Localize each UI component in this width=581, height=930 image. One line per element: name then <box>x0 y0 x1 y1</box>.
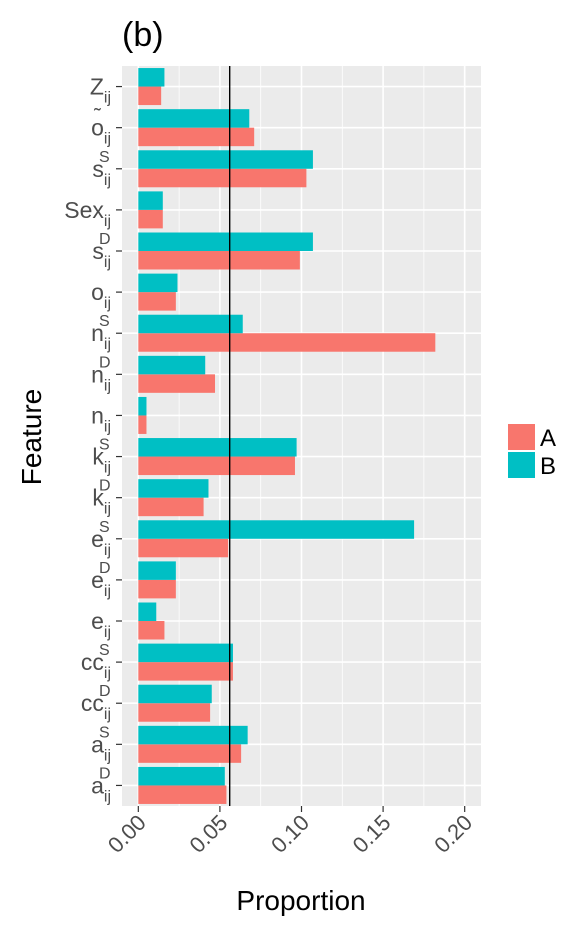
bar-b-17 <box>138 766 225 786</box>
bar-a-6 <box>138 333 436 352</box>
svg-text:nijD: nijD <box>91 354 111 394</box>
svg-text:aijD: aijD <box>91 765 111 805</box>
svg-text:Sexij: Sexij <box>64 197 111 230</box>
y-tick-label: oij <box>91 279 111 312</box>
bar-a-4 <box>138 251 300 270</box>
y-tick-label: aijS <box>91 724 111 764</box>
bar-b-10 <box>138 479 209 498</box>
y-tick-label: aijD <box>91 765 111 805</box>
chart-title: (b) <box>122 16 164 54</box>
bar-a-7 <box>138 374 216 393</box>
y-tick-label: ccijD <box>81 683 111 723</box>
bar-b-1 <box>138 109 250 128</box>
y-tick-label: nijD <box>91 354 111 394</box>
bar-b-8 <box>138 396 147 416</box>
y-axis-title: Feature <box>16 389 47 486</box>
svg-text:eij: eij <box>91 608 111 641</box>
y-tick-label: kijS <box>92 437 111 477</box>
svg-text:oij: oij <box>91 279 111 312</box>
bar-b-12 <box>138 561 176 580</box>
svg-text:eijS: eijS <box>91 519 111 559</box>
bar-a-13 <box>138 621 165 640</box>
y-tick-label: Zij <box>90 74 111 107</box>
svg-text:ccijD: ccijD <box>81 683 111 723</box>
svg-text:eijD: eijD <box>91 560 111 600</box>
bar-a-15 <box>138 703 211 722</box>
svg-text:Zij: Zij <box>90 74 111 107</box>
x-tick-label: 0.15 <box>348 810 396 858</box>
x-tick-label: 0.10 <box>266 810 314 858</box>
y-tick-label: Sexij <box>64 197 111 230</box>
legend-label-a: A <box>540 425 556 452</box>
y-tick-label: eij <box>91 608 111 641</box>
x-tick-label: 0.20 <box>429 810 477 858</box>
legend-key-b <box>508 452 535 478</box>
svg-text:nij: nij <box>91 402 111 435</box>
bar-b-13 <box>138 602 157 621</box>
bar-b-2 <box>138 150 313 169</box>
bar-b-15 <box>138 684 212 704</box>
svg-text:ccijS: ccijS <box>81 642 111 682</box>
bar-a-17 <box>138 785 227 804</box>
svg-text:sijS: sijS <box>92 149 111 189</box>
bar-a-5 <box>138 292 176 311</box>
x-tick-label: 0.05 <box>184 810 232 858</box>
svg-text:sijD: sijD <box>92 231 111 271</box>
legend: AB <box>508 424 556 480</box>
bar-a-9 <box>138 456 295 476</box>
bar-a-2 <box>138 168 307 188</box>
y-tick-label: nijS <box>91 313 111 353</box>
bar-a-14 <box>138 662 233 681</box>
x-tick-label: 0.00 <box>103 810 151 858</box>
bar-b-3 <box>138 191 163 210</box>
svg-text:nijS: nijS <box>91 313 111 353</box>
bar-b-9 <box>138 438 297 457</box>
legend-key-a <box>508 424 535 450</box>
bar-b-6 <box>138 314 243 334</box>
bar-b-14 <box>138 643 233 663</box>
y-tick-label: eijS <box>91 519 111 559</box>
bar-a-1 <box>138 127 255 147</box>
y-tick-label: ccijS <box>81 642 111 682</box>
bar-b-16 <box>138 725 248 745</box>
y-tick-label: oij˜ <box>91 106 111 148</box>
y-tick-label: nij <box>91 402 111 435</box>
bar-a-8 <box>138 415 147 434</box>
y-tick-label: sijS <box>92 149 111 189</box>
bar-b-11 <box>138 520 415 539</box>
svg-text:kijD: kijD <box>92 478 111 518</box>
y-tick-label: kijD <box>92 478 111 518</box>
bar-b-5 <box>138 273 178 293</box>
bar-a-12 <box>138 579 176 599</box>
y-tick-label: sijD <box>92 231 111 271</box>
bar-a-0 <box>138 86 162 106</box>
bar-b-7 <box>138 355 206 375</box>
svg-text:oij: oij <box>91 115 111 148</box>
bar-a-11 <box>138 538 229 558</box>
bar-a-3 <box>138 209 163 229</box>
bar-b-4 <box>138 232 313 251</box>
bar-b-0 <box>138 68 165 87</box>
x-axis-title: Proportion <box>236 885 365 916</box>
bar-a-10 <box>138 497 204 517</box>
tilde-accent: ˜ <box>93 106 101 128</box>
svg-text:kijS: kijS <box>92 437 111 477</box>
bar-a-16 <box>138 744 242 763</box>
y-tick-label: eijD <box>91 560 111 600</box>
legend-label-b: B <box>540 453 556 480</box>
svg-text:aijS: aijS <box>91 724 111 764</box>
